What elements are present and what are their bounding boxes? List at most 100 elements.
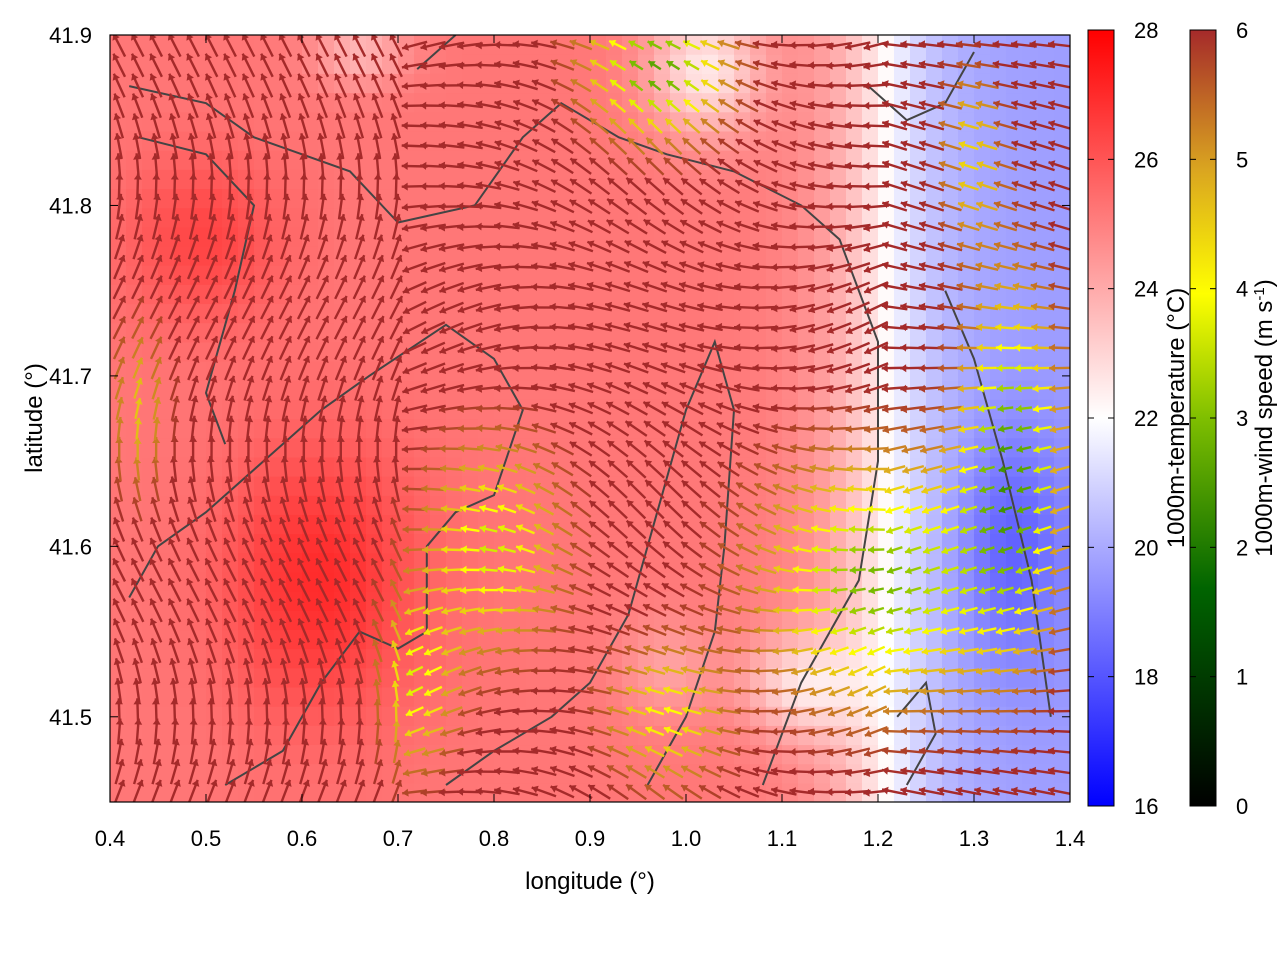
temperature-cell <box>798 533 815 554</box>
temperature-cell <box>270 226 287 247</box>
temperature-cell <box>1022 380 1039 400</box>
temperature-cell <box>750 207 767 228</box>
temperature-cell <box>446 610 463 631</box>
temperature-cell <box>286 495 303 515</box>
temperature-cell <box>1054 341 1070 362</box>
temperature-cell <box>878 245 895 266</box>
temperature-cell <box>206 54 223 74</box>
temperature-cell <box>1022 706 1039 726</box>
temperature-cell <box>270 188 287 209</box>
temperature-cell <box>142 341 159 362</box>
temperature-cell <box>878 303 895 324</box>
wind-arrow <box>112 517 126 542</box>
temperature-cell <box>702 514 719 535</box>
temperature-cell <box>958 341 975 362</box>
temperature-cell <box>830 226 847 247</box>
temperature-cell <box>766 226 783 247</box>
temperature-cell <box>414 111 431 132</box>
temperature-cell <box>302 169 319 190</box>
temperature-cell <box>494 763 511 784</box>
temperature-cell <box>862 169 879 190</box>
temperature-cell <box>510 265 527 285</box>
temperature-cell <box>814 73 831 94</box>
temperature-cell <box>798 380 815 400</box>
temperature-cell <box>974 571 991 592</box>
temperature-cell <box>478 207 495 228</box>
temperature-cell <box>110 226 127 247</box>
temperature-cell <box>254 73 271 94</box>
temperature-cell <box>814 380 831 400</box>
temperature-cell <box>782 610 799 631</box>
temperature-cell <box>430 763 447 784</box>
temperature-cell <box>318 35 335 55</box>
temperature-cell <box>782 207 799 228</box>
temperature-cell <box>174 686 191 707</box>
temperature-cell <box>1022 571 1039 592</box>
temperature-cell <box>1006 456 1023 477</box>
wind-arrow <box>113 638 125 664</box>
temperature-cell <box>862 226 879 247</box>
temperature-cell <box>382 437 399 458</box>
temperature-cell <box>782 226 799 247</box>
temperature-cell <box>990 667 1007 688</box>
temperature-cell <box>798 188 815 209</box>
temperature-cell <box>446 188 463 209</box>
temperature-cell <box>750 610 767 631</box>
temperature-cell <box>398 476 415 496</box>
temperature-cell <box>974 476 991 496</box>
temperature-cell <box>414 476 431 496</box>
temperature-cell <box>158 207 175 228</box>
temperature-cell <box>686 495 703 515</box>
temperature-cell <box>926 763 943 784</box>
wind-arrow <box>112 618 126 643</box>
temperature-cell <box>462 207 479 228</box>
temperature-cell <box>878 130 895 151</box>
temperature-cell <box>590 245 607 266</box>
temperature-cell <box>430 571 447 592</box>
temperature-cell <box>334 706 351 726</box>
contour-line <box>896 680 937 786</box>
temperature-cell <box>958 437 975 458</box>
temperature-cell <box>558 188 575 209</box>
temperature-cell <box>302 552 319 573</box>
temperature-cell <box>814 476 831 496</box>
temperature-cell <box>846 73 863 94</box>
temperature-cell <box>878 207 895 228</box>
wind-arrow-head <box>112 598 120 606</box>
temperature-cell <box>1038 245 1055 266</box>
contour-line <box>944 290 1052 717</box>
temperature-cell <box>462 92 479 113</box>
wind-arrow-head <box>117 759 125 767</box>
temperature-cell <box>414 73 431 94</box>
temperature-cell <box>654 265 671 285</box>
temperature-cell <box>654 35 671 55</box>
temperature-cell <box>510 207 527 228</box>
temperature-cell <box>446 73 463 94</box>
temperature-cell <box>830 380 847 400</box>
temperature-cell <box>430 610 447 631</box>
temperature-cell <box>878 476 895 496</box>
temperature-cell <box>846 111 863 132</box>
temperature-cell <box>206 322 223 343</box>
temperature-cell <box>366 35 383 55</box>
temperature-cell <box>1038 380 1055 400</box>
temperature-cell <box>1054 169 1070 190</box>
temperature-cell <box>574 476 591 496</box>
temperature-cell <box>334 399 351 420</box>
temperature-cell <box>782 552 799 573</box>
temperature-cell <box>990 380 1007 400</box>
temperature-cell <box>158 399 175 420</box>
temperature-cell <box>958 456 975 477</box>
temperature-cell <box>494 380 511 400</box>
temperature-cell <box>606 533 623 554</box>
temperature-cell <box>190 571 207 592</box>
temperature-cell <box>350 226 367 247</box>
temperature-cell <box>414 514 431 535</box>
temperature-cell <box>350 648 367 669</box>
temperature-cell <box>942 610 959 631</box>
temperature-cell <box>1006 591 1023 611</box>
wind-arrow-head <box>113 638 121 646</box>
temperature-cell <box>686 610 703 631</box>
temperature-cell <box>686 111 703 132</box>
temperature-cell <box>1038 476 1055 496</box>
